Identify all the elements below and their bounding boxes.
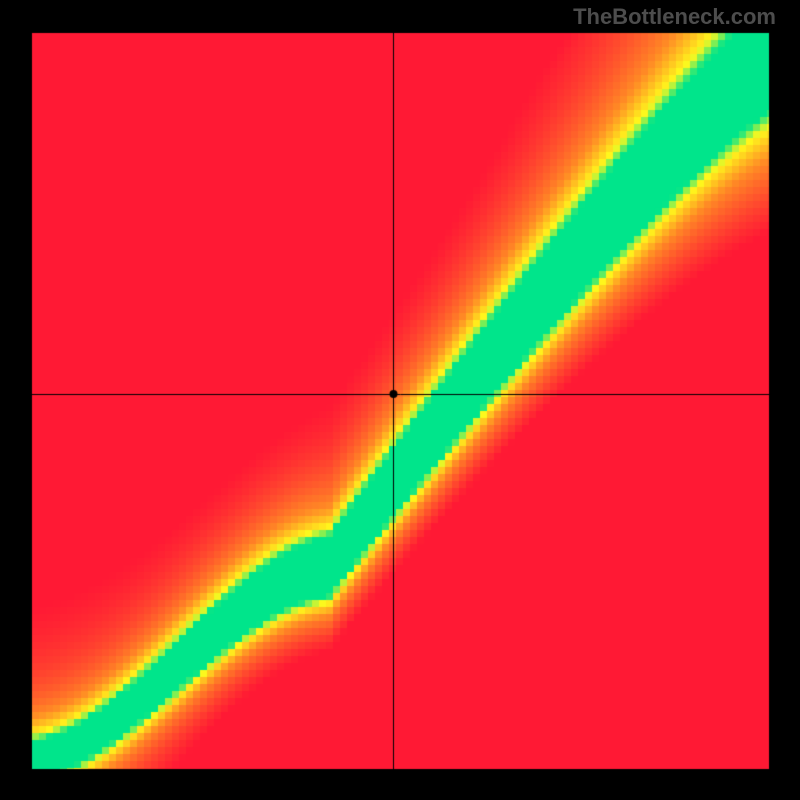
bottleneck-heatmap [0, 0, 800, 800]
watermark-label: TheBottleneck.com [573, 4, 776, 30]
